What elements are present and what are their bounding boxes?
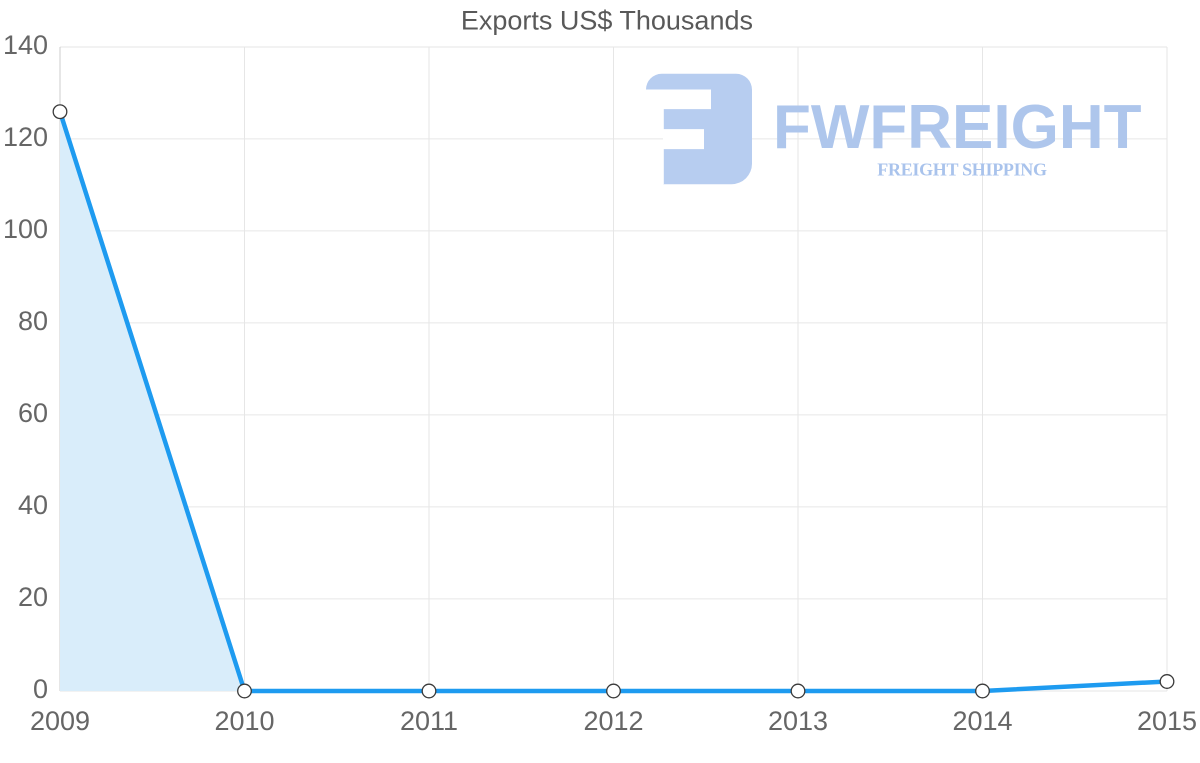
svg-text:FREIGHT SHIPPING: FREIGHT SHIPPING: [877, 160, 1047, 180]
svg-text:2014: 2014: [952, 706, 1012, 736]
svg-text:100: 100: [3, 214, 48, 244]
svg-text:2009: 2009: [30, 706, 90, 736]
svg-text:0: 0: [33, 674, 48, 704]
svg-text:2012: 2012: [583, 706, 643, 736]
svg-text:2010: 2010: [214, 706, 274, 736]
svg-text:2011: 2011: [400, 706, 458, 736]
svg-text:FWFREIGHT: FWFREIGHT: [773, 93, 1142, 162]
svg-text:2013: 2013: [768, 706, 828, 736]
svg-text:40: 40: [18, 490, 48, 520]
svg-text:80: 80: [18, 306, 48, 336]
svg-text:140: 140: [3, 30, 48, 60]
svg-text:2015: 2015: [1137, 706, 1197, 736]
svg-text:120: 120: [3, 122, 48, 152]
svg-text:20: 20: [18, 582, 48, 612]
svg-text:60: 60: [18, 398, 48, 428]
svg-text:Exports US$ Thousands: Exports US$ Thousands: [461, 6, 753, 36]
